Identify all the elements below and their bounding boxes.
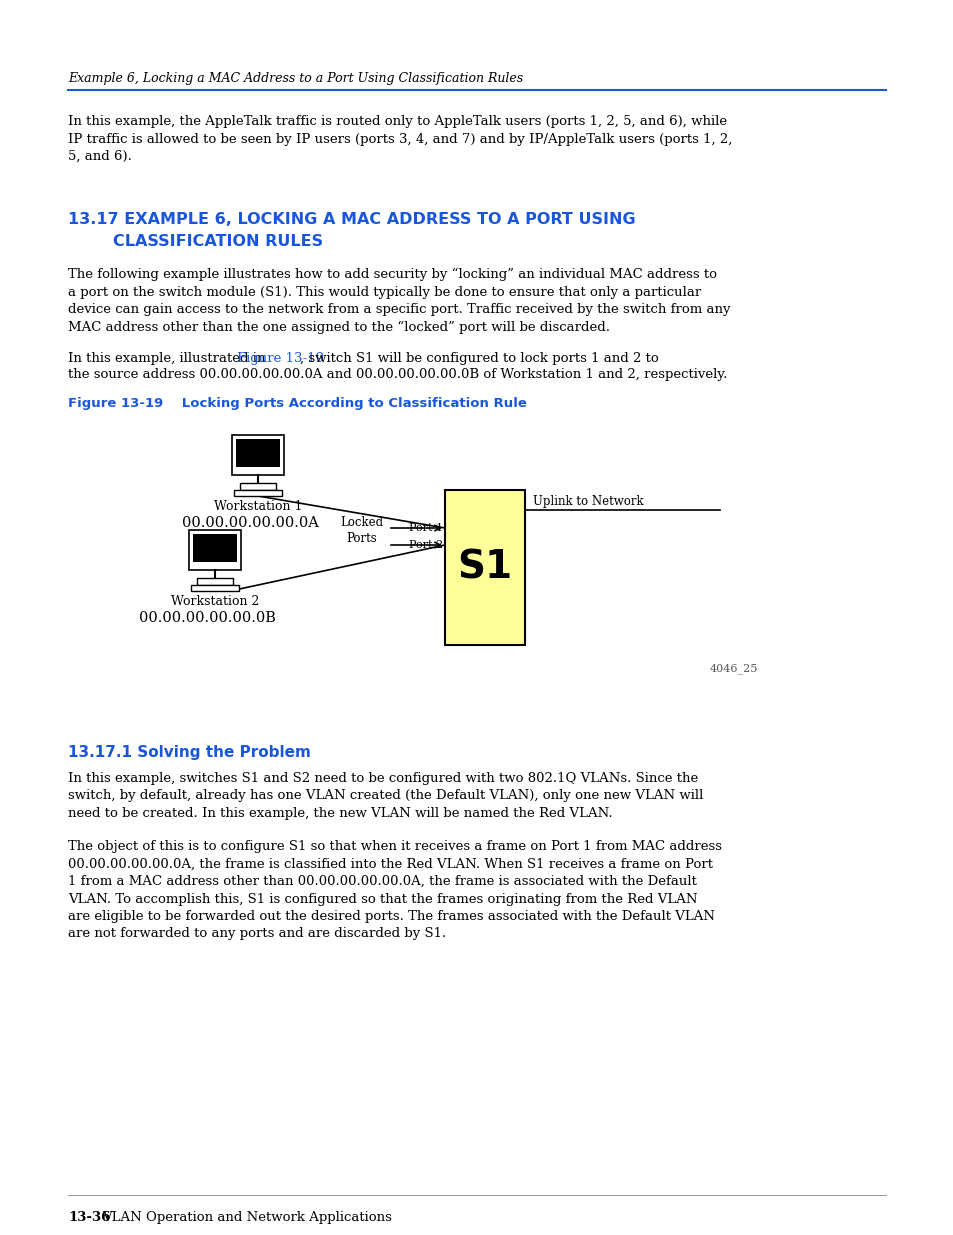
Text: the source address 00.00.00.00.00.0A and 00.00.00.00.00.0B of Workstation 1 and : the source address 00.00.00.00.00.0A and… xyxy=(68,368,726,382)
Bar xyxy=(233,490,282,496)
Bar xyxy=(193,534,236,562)
Text: S1: S1 xyxy=(456,548,512,587)
Bar xyxy=(196,578,233,585)
Bar xyxy=(240,483,275,490)
Text: In this example, the AppleTalk traffic is routed only to AppleTalk users (ports : In this example, the AppleTalk traffic i… xyxy=(68,115,732,163)
Text: Example 6, Locking a MAC Address to a Port Using Classification Rules: Example 6, Locking a MAC Address to a Po… xyxy=(68,72,522,85)
Bar xyxy=(235,438,280,467)
Text: Figure 13-19: Figure 13-19 xyxy=(236,352,324,366)
Text: VLAN Operation and Network Applications: VLAN Operation and Network Applications xyxy=(102,1212,392,1224)
Text: Workstation 1: Workstation 1 xyxy=(213,500,302,513)
Text: In this example, illustrated in: In this example, illustrated in xyxy=(68,352,270,366)
Bar xyxy=(189,530,241,571)
Text: The object of this is to configure S1 so that when it receives a frame on Port 1: The object of this is to configure S1 so… xyxy=(68,840,721,941)
Bar xyxy=(191,585,239,592)
Text: Uplink to Network: Uplink to Network xyxy=(533,495,643,508)
Text: The following example illustrates how to add security by “locking” an individual: The following example illustrates how to… xyxy=(68,268,730,335)
Text: Port 1: Port 1 xyxy=(409,522,442,534)
Text: 13.17 EXAMPLE 6, LOCKING A MAC ADDRESS TO A PORT USING: 13.17 EXAMPLE 6, LOCKING A MAC ADDRESS T… xyxy=(68,212,635,227)
Text: Locked
Ports: Locked Ports xyxy=(340,516,383,545)
Bar xyxy=(444,490,524,645)
Text: , switch S1 will be configured to lock ports 1 and 2 to: , switch S1 will be configured to lock p… xyxy=(300,352,659,366)
Text: CLASSIFICATION RULES: CLASSIFICATION RULES xyxy=(68,233,323,249)
Text: 13-36: 13-36 xyxy=(68,1212,111,1224)
Text: Figure 13-19    Locking Ports According to Classification Rule: Figure 13-19 Locking Ports According to … xyxy=(68,396,526,410)
Text: 00.00.00.00.00.0B: 00.00.00.00.00.0B xyxy=(138,611,275,625)
Text: 4046_25: 4046_25 xyxy=(709,663,758,674)
Bar xyxy=(232,435,284,475)
Text: 00.00.00.00.00.0A: 00.00.00.00.00.0A xyxy=(181,516,318,530)
Text: Port 2: Port 2 xyxy=(409,540,442,550)
Text: In this example, switches S1 and S2 need to be configured with two 802.1Q VLANs.: In this example, switches S1 and S2 need… xyxy=(68,772,702,820)
Text: Workstation 2: Workstation 2 xyxy=(171,595,259,608)
Text: 13.17.1 Solving the Problem: 13.17.1 Solving the Problem xyxy=(68,745,311,760)
